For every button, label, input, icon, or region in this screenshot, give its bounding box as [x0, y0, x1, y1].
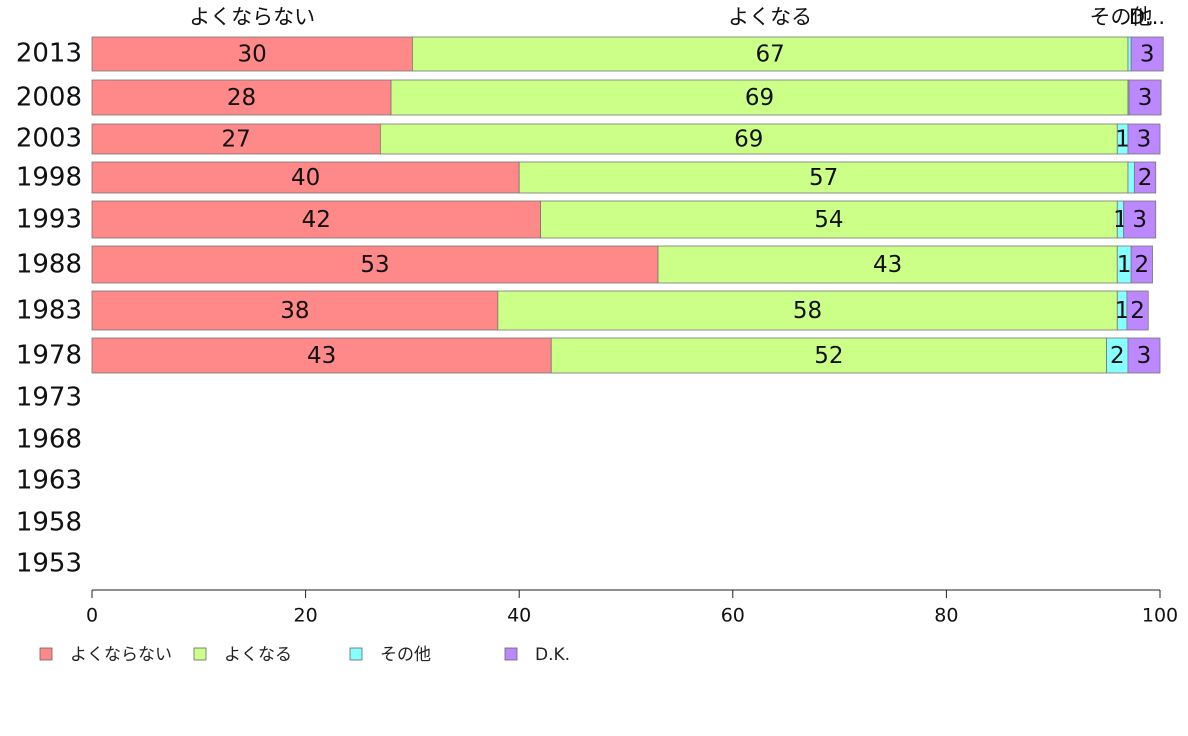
y-tick-label: 2003 [16, 124, 82, 154]
x-tick-label: 40 [507, 605, 531, 627]
bar-value-label: 3 [1140, 42, 1155, 68]
bar-value-label: 58 [793, 298, 822, 324]
bar-value-label: 1 [1117, 252, 1132, 278]
y-tick-label: 1988 [16, 250, 82, 280]
bar-value-label: 30 [238, 42, 267, 68]
bar-segment [1133, 161, 1157, 194]
y-tick-label: 1958 [16, 508, 82, 538]
bar-segment [1130, 245, 1153, 284]
bar-segment [379, 123, 1118, 155]
bar-segment [1126, 290, 1149, 331]
series-top-label: その他 [1090, 5, 1153, 29]
bar-value-label: 42 [302, 207, 331, 233]
bar-value-label: 1 [1115, 127, 1130, 153]
bar-value-label: 69 [734, 127, 763, 153]
bar-segment [390, 79, 1129, 116]
bar-value-label: 2 [1130, 298, 1145, 324]
bar-segment [1127, 337, 1161, 374]
bar-segment [91, 123, 381, 155]
x-axis: 0 20 40 60 80 100 [86, 589, 1178, 627]
y-tick-label: 2013 [16, 39, 82, 69]
bar-value-label: 53 [360, 252, 389, 278]
series-top-label: よくならない [189, 5, 315, 29]
bar-segment [91, 79, 392, 116]
bar-value-label: 2 [1110, 343, 1125, 369]
bar-value-label: 2 [1135, 252, 1150, 278]
bar-value-label: 69 [745, 85, 774, 111]
bar-value-label: 3 [1137, 127, 1152, 153]
bar-segment [518, 161, 1129, 194]
y-tick-label: 1978 [16, 341, 82, 371]
bar-segment [540, 200, 1118, 239]
bar-segment [1128, 79, 1162, 116]
y-tick-label: 1953 [16, 549, 82, 579]
bar-value-label: 40 [291, 165, 320, 191]
bar-segment [1127, 36, 1132, 72]
bar-value-label: 57 [809, 165, 838, 191]
bar-segment [91, 337, 552, 374]
y-tick-label: 1968 [16, 425, 82, 455]
bar-segment [1123, 200, 1157, 239]
legend: よくならない よくなる その他 D.K. [39, 645, 570, 665]
legend-swatch [193, 647, 207, 661]
legend-label: よくならない [70, 645, 172, 665]
legend-swatch [39, 647, 53, 661]
legend-swatch [349, 647, 363, 661]
bar-value-label: 2 [1138, 165, 1153, 191]
bar-value-label: 3 [1138, 85, 1153, 111]
y-tick-label: 1993 [16, 205, 82, 235]
top-series-labels: よくならない よくなる その他D... [189, 5, 1165, 29]
bar-value-label: 38 [280, 298, 309, 324]
y-tick-label: 1983 [16, 296, 82, 326]
y-axis: 2013 2008 2003 1998 1993 1988 1983 1978 1973 1968… [16, 39, 82, 579]
y-tick-label: 1963 [16, 466, 82, 496]
legend-label: D.K. [535, 645, 570, 665]
bar-value-label: 54 [814, 207, 843, 233]
bar-segment [1127, 123, 1161, 155]
bar-segment [91, 36, 413, 72]
series-top-label: よくなる [728, 5, 812, 29]
bar-value-label: 27 [222, 127, 251, 153]
series-top-label: D... [1129, 5, 1165, 29]
bar-segment [1127, 161, 1135, 194]
bar-value-label: 52 [814, 343, 843, 369]
bar-segment [1130, 36, 1164, 72]
bars: 30 67 328 69 327 69 1 340 57 242 54 1 353 43 1 238 58 1 24… [91, 36, 1164, 374]
y-tick-label: 1973 [16, 383, 82, 413]
bar-segment [411, 36, 1129, 72]
y-tick-label: 2008 [16, 83, 82, 113]
x-tick-label: 100 [1142, 605, 1178, 627]
legend-label: その他 [380, 645, 431, 665]
bar-value-label: 43 [873, 252, 902, 278]
bar-segment [91, 245, 659, 284]
legend-swatch [504, 647, 518, 661]
bar-value-label: 3 [1137, 343, 1152, 369]
bar-value-label: 28 [227, 85, 256, 111]
legend-label: よくなる [224, 645, 292, 665]
bar-segment [550, 337, 1107, 374]
x-tick-label: 20 [294, 605, 318, 627]
bar-value-label: 1 [1115, 298, 1130, 324]
x-tick-label: 80 [934, 605, 958, 627]
bar-value-label: 67 [756, 42, 785, 68]
x-tick-label: 0 [86, 605, 98, 627]
y-tick-label: 1998 [16, 163, 82, 193]
bar-value-label: 3 [1132, 207, 1147, 233]
x-tick-label: 60 [721, 605, 745, 627]
bar-segment [91, 290, 499, 331]
bar-segment [657, 245, 1118, 284]
bar-segment [497, 290, 1118, 331]
bar-value-label: 43 [307, 343, 336, 369]
bar-segment [91, 200, 541, 239]
